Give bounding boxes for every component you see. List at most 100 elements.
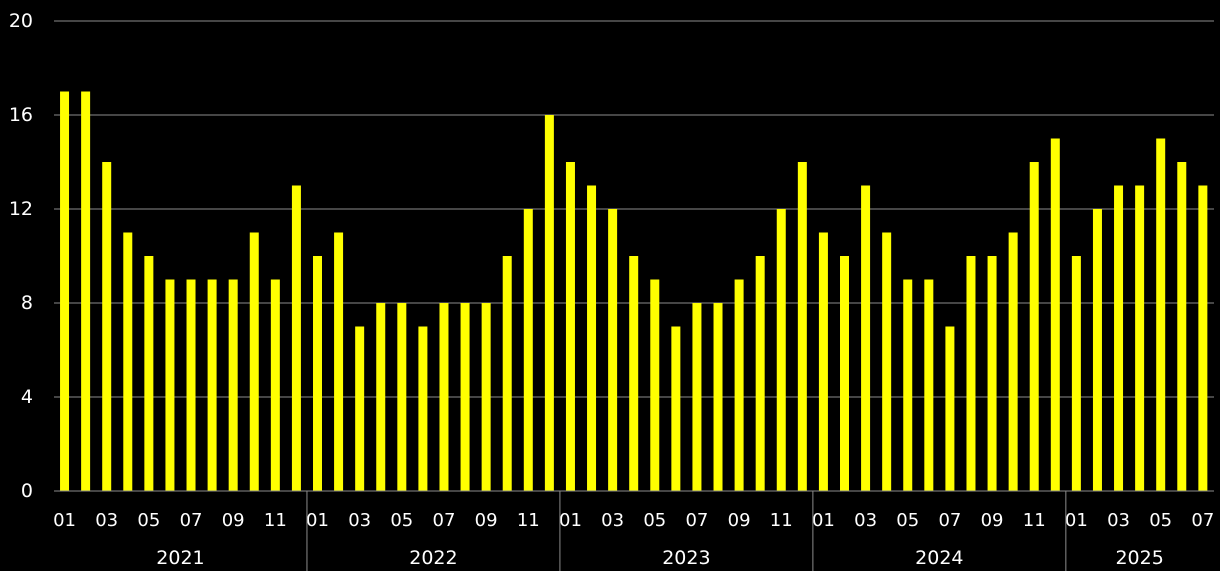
x-tick-label: 01	[306, 510, 329, 531]
x-tick-label: 07	[180, 510, 203, 531]
x-tick-label: 07	[1191, 510, 1214, 531]
bar	[397, 303, 407, 491]
x-tick-label: 01	[812, 510, 835, 531]
bar	[186, 279, 196, 491]
bar	[123, 232, 133, 491]
x-tick-label: 11	[770, 510, 793, 531]
x-tick-label: 03	[1107, 510, 1130, 531]
x-tick-label: 03	[601, 510, 624, 531]
bar	[1092, 209, 1102, 491]
bar	[334, 232, 344, 491]
bar	[966, 256, 976, 491]
bar	[1177, 162, 1187, 491]
y-tick-label: 4	[21, 386, 33, 408]
bar	[81, 91, 91, 491]
bar	[1114, 185, 1124, 491]
y-tick-label: 8	[21, 292, 33, 314]
bars	[60, 91, 1208, 491]
bar	[1071, 256, 1081, 491]
bar	[460, 303, 470, 491]
x-tick-label: 09	[728, 510, 751, 531]
bar	[565, 162, 575, 491]
bar	[1135, 185, 1145, 491]
y-tick-label: 12	[9, 198, 33, 220]
bar	[608, 209, 618, 491]
x-tick-label: 05	[643, 510, 666, 531]
x-tick-label: 03	[348, 510, 371, 531]
year-label: 2022	[409, 547, 457, 569]
bar	[144, 256, 154, 491]
bar	[945, 326, 955, 491]
bar	[207, 279, 217, 491]
x-tick-label: 09	[981, 510, 1004, 531]
bar	[228, 279, 238, 491]
x-axis-month-ticks: 01 03 05 07 09 11 01 03 05 07 09 11 01 03 05 07 09 11 01 03…	[53, 510, 1214, 531]
bar	[1156, 138, 1166, 491]
bar	[840, 256, 849, 491]
bar	[629, 256, 639, 491]
bar	[439, 303, 449, 491]
bar	[1008, 232, 1018, 491]
bar	[692, 303, 702, 491]
bar	[987, 256, 997, 491]
bar	[60, 91, 70, 491]
x-tick-label: 11	[1023, 510, 1046, 531]
bar	[924, 279, 934, 491]
y-tick-label: 16	[9, 104, 33, 126]
x-tick-label: 09	[222, 510, 245, 531]
bar	[523, 209, 533, 491]
x-tick-label: 01	[1065, 510, 1088, 531]
y-tick-label: 0	[21, 480, 33, 502]
bar	[418, 326, 428, 491]
x-tick-label: 01	[559, 510, 582, 531]
x-axis-year-groups: 2021 2022 2023 2024 2025	[156, 491, 1164, 571]
bar	[1029, 162, 1039, 491]
x-tick-label: 05	[390, 510, 413, 531]
bar	[671, 326, 681, 491]
x-tick-label: 05	[896, 510, 919, 531]
x-tick-label: 03	[95, 510, 118, 531]
bar	[313, 256, 322, 491]
bar	[249, 232, 259, 491]
bar	[903, 279, 913, 491]
bar	[165, 279, 175, 491]
x-tick-label: 11	[517, 510, 540, 531]
x-tick-label: 05	[1149, 510, 1172, 531]
bar	[650, 279, 660, 491]
bar	[502, 256, 512, 491]
bar	[713, 303, 723, 491]
x-tick-label: 03	[854, 510, 877, 531]
bar	[882, 232, 892, 491]
bar	[1198, 185, 1208, 491]
year-label: 2021	[156, 547, 204, 569]
bar	[776, 209, 786, 491]
bar	[544, 115, 554, 491]
x-tick-label: 07	[433, 510, 456, 531]
x-tick-label: 07	[938, 510, 961, 531]
bar	[291, 185, 301, 491]
x-tick-label: 05	[137, 510, 160, 531]
x-tick-label: 07	[685, 510, 708, 531]
x-tick-label: 11	[264, 510, 287, 531]
grid-lines	[54, 20, 1214, 398]
bar	[797, 162, 807, 491]
bar	[270, 279, 280, 491]
bar	[355, 326, 365, 491]
bar	[755, 256, 765, 491]
bar	[587, 185, 597, 491]
year-label: 2024	[915, 547, 963, 569]
bar	[102, 162, 112, 491]
y-tick-label: 20	[9, 10, 33, 32]
bar	[481, 303, 491, 491]
bar	[376, 303, 386, 491]
bar	[1050, 138, 1060, 491]
y-axis-ticks: 0 4 8 12 16 20	[9, 10, 33, 502]
x-tick-label: 01	[53, 510, 76, 531]
year-label: 2025	[1115, 547, 1163, 569]
bar	[861, 185, 871, 491]
year-label: 2023	[662, 547, 710, 569]
x-tick-label: 09	[475, 510, 498, 531]
bar	[734, 279, 744, 491]
bar	[818, 232, 828, 491]
